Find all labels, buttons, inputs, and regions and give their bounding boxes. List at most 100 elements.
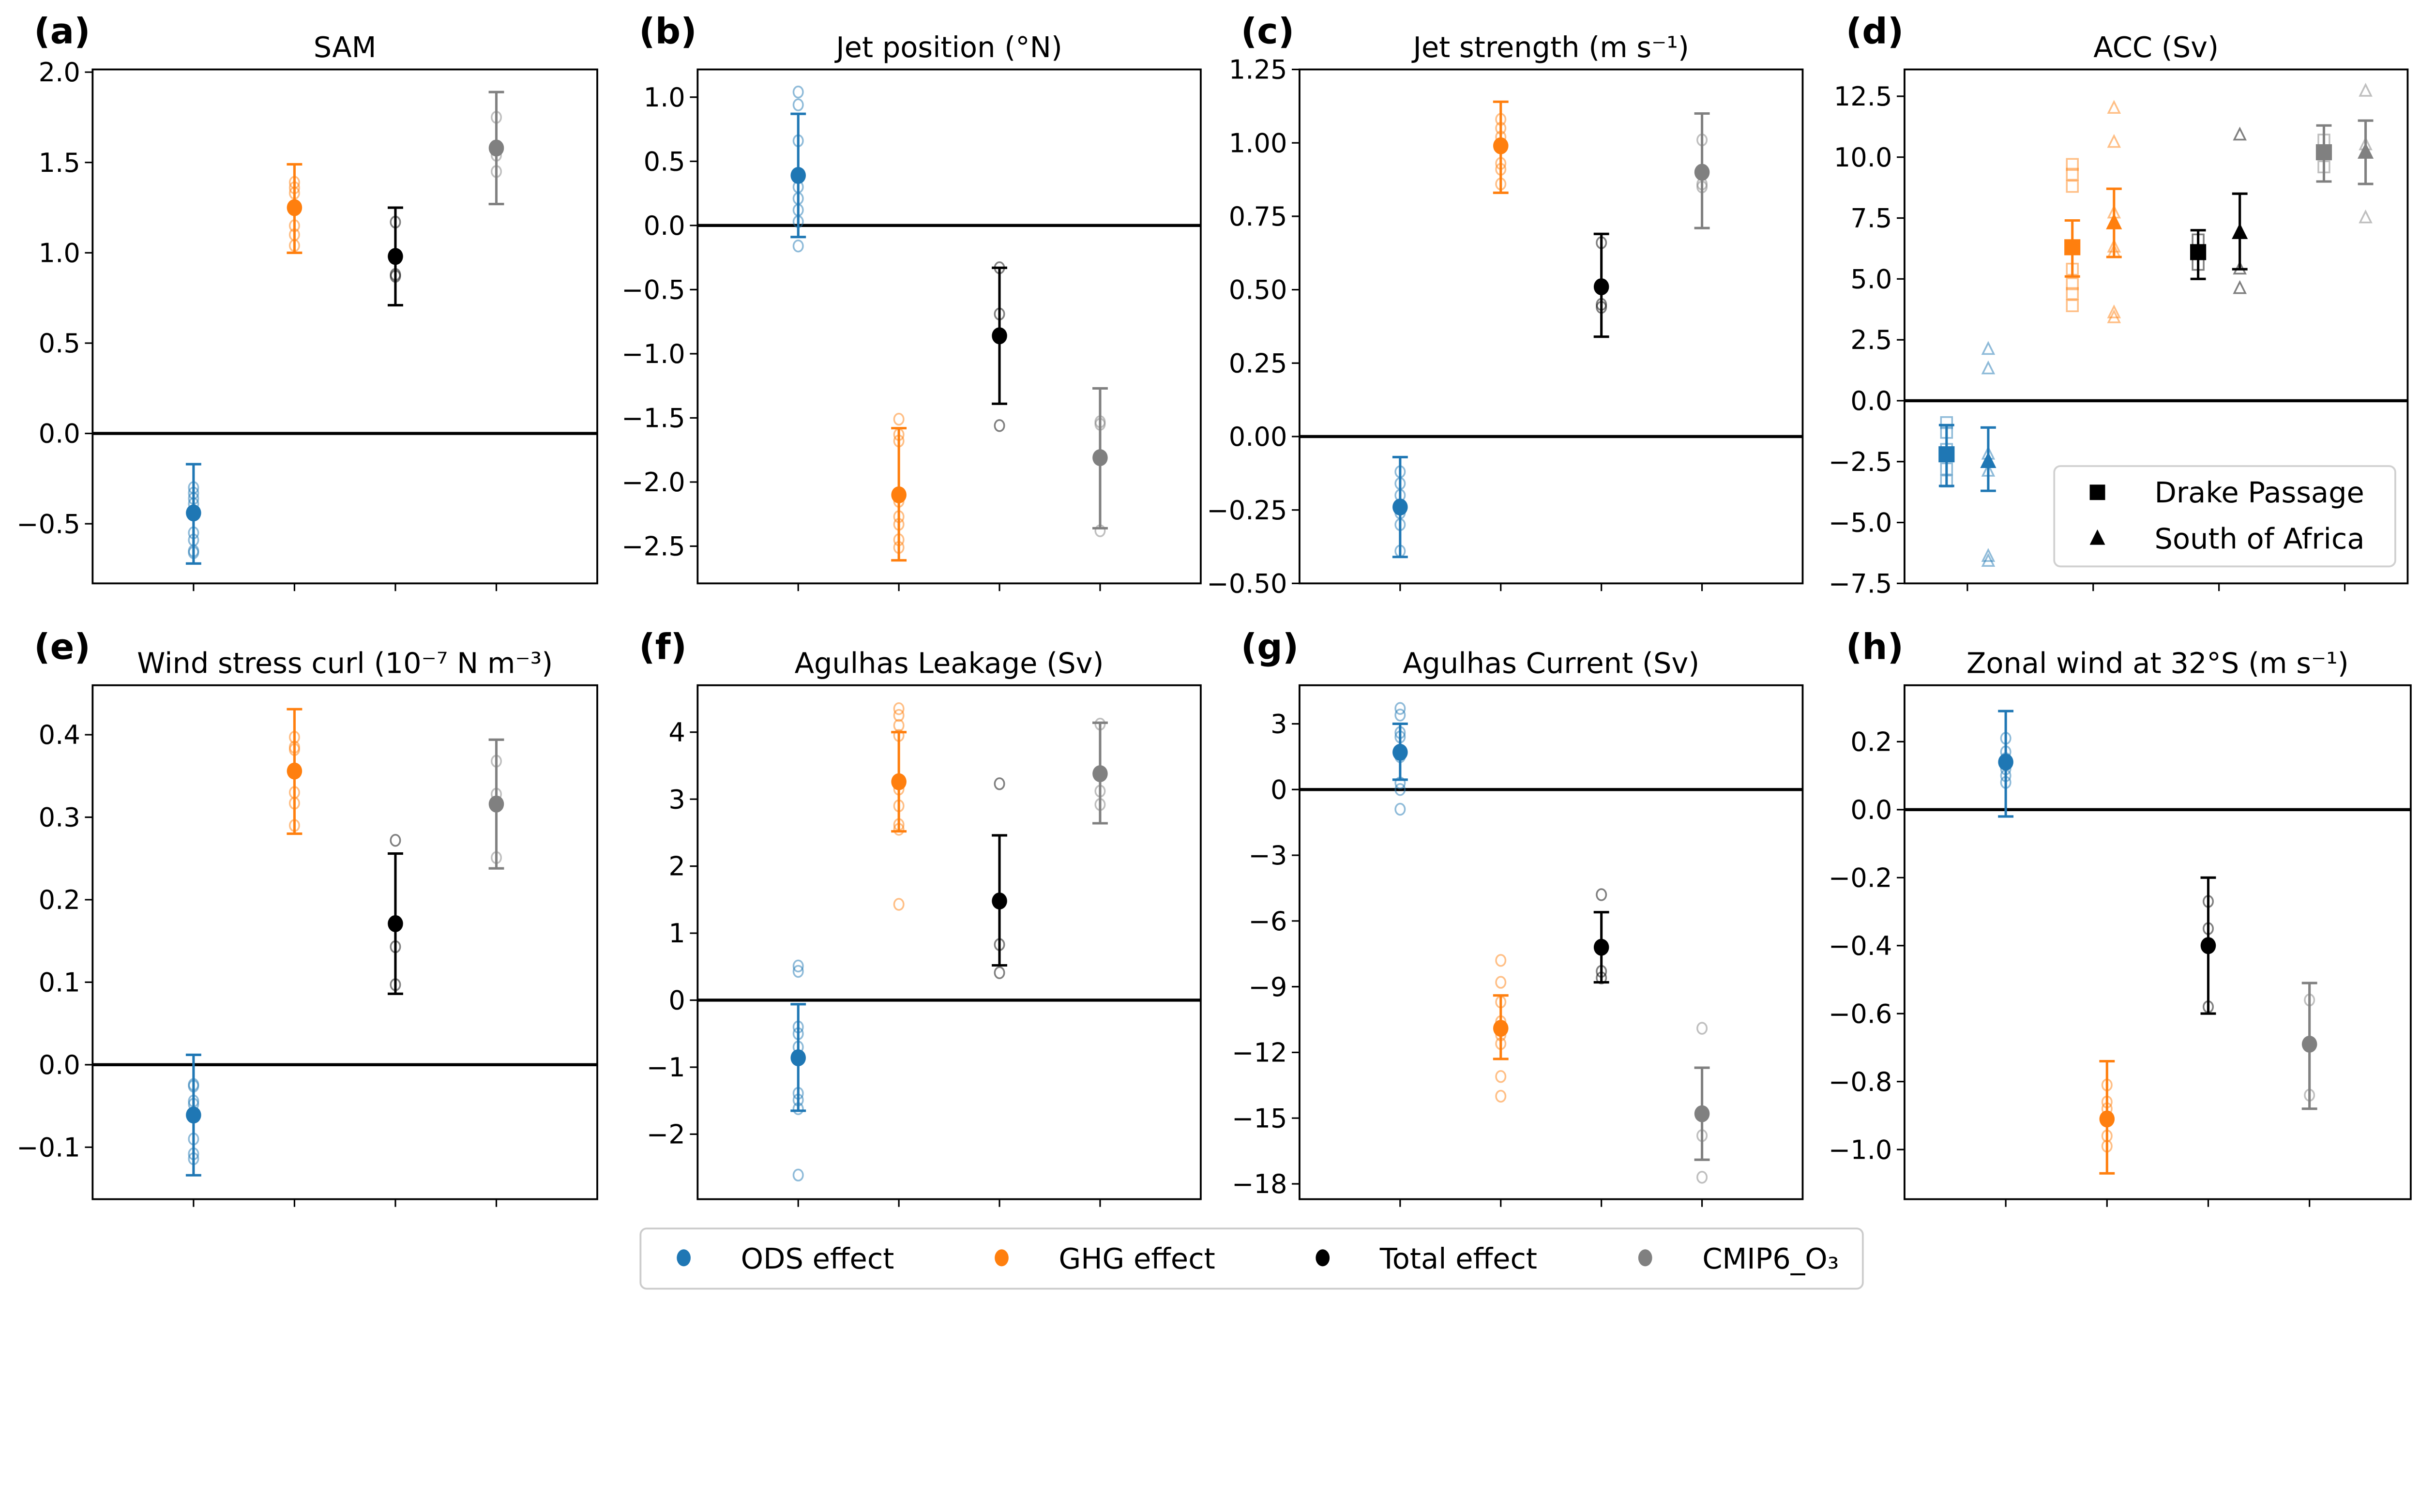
y-tick-label: −2 (647, 1119, 685, 1150)
series-ghg-effect (1493, 100, 1509, 194)
y-tick-label: −0.5 (621, 274, 685, 305)
series-total-effect (2190, 229, 2207, 280)
series-cmip6-o3 (1092, 717, 1108, 825)
series-cmip6-o3 (2357, 83, 2374, 224)
legend-marker-icon (1316, 1249, 1330, 1267)
member-point (2066, 287, 2079, 300)
member-point (2107, 100, 2121, 114)
member-point (1981, 360, 1996, 375)
mean-point (891, 486, 907, 503)
axes-frame (91, 684, 598, 1200)
panel-e: (e) Wind stress curl (10⁻⁷ N m⁻³) −0.1 0.0 0… (16, 627, 598, 1207)
series-total-effect (1593, 888, 1609, 984)
axes-frame (696, 68, 1202, 585)
member-point (1495, 976, 1507, 989)
y-tick-label: −0.4 (1829, 931, 1892, 961)
series-cmip6-o3 (488, 738, 504, 870)
panel-title: ACC (Sv) (2093, 30, 2219, 64)
y-tick-label: 0.5 (39, 328, 80, 359)
y-tick-label: 0.00 (1229, 422, 1287, 452)
panel-c: (c) Jet strength (m s⁻¹) −0.50 −0.25 0.00 0.2… (1207, 11, 1804, 599)
mean-point (1593, 938, 1609, 956)
y-tick-label: −0.2 (1829, 862, 1892, 893)
axes-frame (1299, 68, 1804, 585)
marker-legend-label: South of Africa (2155, 522, 2365, 556)
panel-label: (g) (1241, 627, 1299, 668)
axes-frame (1904, 68, 2409, 585)
member-point (893, 702, 905, 715)
member-point (1394, 802, 1406, 816)
member-point (1495, 1089, 1507, 1103)
legend-marker-icon (677, 1249, 691, 1267)
member-point (792, 959, 804, 973)
legend-label: Total effect (1379, 1242, 1537, 1275)
member-point (994, 419, 1005, 432)
y-tick-label: −0.50 (1207, 568, 1287, 599)
member-point (893, 412, 905, 426)
y-tick-label: 1.5 (39, 148, 80, 178)
member-point (1394, 783, 1406, 796)
series-cmip6-o3 (1694, 112, 1710, 229)
axes-frame (91, 68, 598, 585)
mean-point (287, 762, 302, 780)
triangle-legend-icon (2089, 529, 2105, 545)
mean-point (992, 327, 1007, 345)
panel-f: (f) Agulhas Leakage (Sv) −2 −1 0 1 2 3 4 (639, 627, 1202, 1207)
marker-legend-frame (2053, 465, 2396, 568)
y-tick-label: −2.0 (621, 467, 685, 498)
panel-g: (g) Agulhas Current (Sv) −18 −15 −12 −9 −6 −3 0 3 (1232, 627, 1804, 1207)
y-tick-label: −3 (1249, 840, 1287, 871)
y-tick-label: −9 (1249, 972, 1287, 1002)
legend-label: ODS effect (741, 1242, 894, 1275)
y-tick-label: −0.5 (16, 509, 80, 539)
y-tick-label: 10.0 (1834, 142, 1892, 173)
y-tick-label: −0.25 (1207, 495, 1287, 526)
series-total-effect (388, 206, 403, 307)
mean-point (790, 166, 806, 184)
y-tick-label: 0.5 (644, 146, 685, 177)
mean-point (2099, 1110, 2115, 1128)
legend-label: GHG effect (1059, 1242, 1215, 1275)
y-tick-label: −2.5 (621, 531, 685, 562)
mean-point (488, 795, 504, 813)
mean-point (186, 1106, 201, 1124)
mean-point (790, 1049, 806, 1067)
mean-point (1694, 1105, 1710, 1122)
y-tick-label: 1.00 (1229, 128, 1287, 158)
member-point (792, 239, 804, 253)
marker-legend: Drake Passage South of Africa (2053, 465, 2396, 568)
member-point (792, 98, 804, 111)
y-tick-label: −18 (1232, 1169, 1287, 1199)
series-cmip6-o3 (1694, 1022, 1710, 1184)
axes-frame (1904, 684, 2412, 1200)
panel-b: (b) Jet position (°N) −2.5 −2.0 −1.5 −1.0 −0.5… (621, 11, 1202, 591)
y-tick-label: −15 (1232, 1103, 1287, 1134)
series-ods-effect (1938, 416, 1955, 488)
member-point (1394, 702, 1406, 715)
series-ods-effect (1998, 710, 2014, 818)
y-tick-label: 0.0 (39, 1050, 80, 1080)
member-point (792, 965, 804, 978)
series-total-effect (2200, 876, 2216, 1015)
member-point (2066, 277, 2079, 290)
panel-h: (h) Zonal wind at 32°S (m s⁻¹) −1.0 −0.8 −0.… (1829, 627, 2412, 1207)
y-tick-label: 12.5 (1834, 81, 1892, 112)
panel-label: (e) (34, 627, 91, 668)
member-point (792, 85, 804, 99)
member-point (2359, 83, 2373, 97)
series-ods-effect (790, 959, 806, 1182)
panel-label: (a) (34, 11, 91, 52)
series-ghg-effect (2099, 1059, 2115, 1175)
series-ods-effect (185, 1053, 201, 1177)
mean-point (1392, 743, 1408, 761)
member-point (2233, 126, 2247, 141)
y-tick-label: 1.0 (644, 82, 685, 113)
member-point (792, 1168, 804, 1182)
member-point (1495, 1070, 1507, 1083)
mean-point (1593, 278, 1609, 296)
mean-point (992, 892, 1007, 910)
y-tick-label: −6 (1249, 906, 1287, 937)
panel-d: (d) ACC (Sv) −7.5 −5.0 −2.5 0.0 2.5 5.0 7.5 10.0 1… (1829, 11, 2409, 599)
member-point (2107, 309, 2121, 323)
y-tick-label: −2.5 (1829, 447, 1892, 477)
